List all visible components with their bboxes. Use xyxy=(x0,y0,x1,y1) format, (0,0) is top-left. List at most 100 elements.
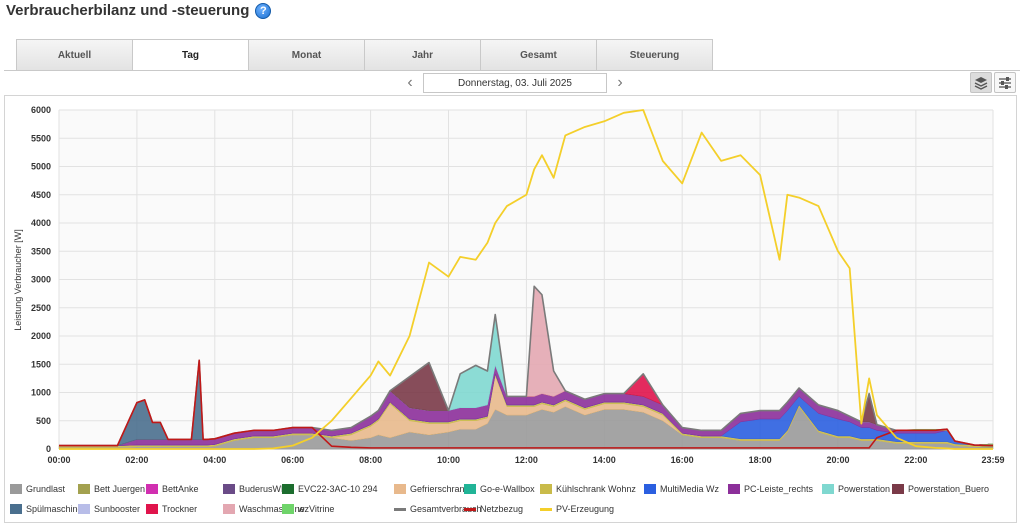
legend-item-go-e-wallbox[interactable]: Go-e-Wallbox xyxy=(464,484,535,494)
legend-swatch xyxy=(644,484,656,494)
tab-gesamt[interactable]: Gesamt xyxy=(480,39,597,70)
tab-jahr[interactable]: Jahr xyxy=(364,39,481,70)
legend-label: Gefrierschrank xyxy=(410,484,470,494)
legend-item-bett-juergen[interactable]: Bett Juergen xyxy=(78,484,145,494)
tab-bar: Aktuell Tag Monat Jahr Gesamt Steuerung xyxy=(16,39,713,71)
x-tick-label: 10:00 xyxy=(437,455,460,465)
legend-item-gesamtverbrauch[interactable]: Gesamtverbrauch xyxy=(394,504,482,514)
y-tick-label: 500 xyxy=(36,416,51,426)
legend-item-trockner[interactable]: Trockner xyxy=(146,504,197,514)
legend-item-buderuswp[interactable]: BuderusWP xyxy=(223,484,287,494)
legend-label: EVC22-3AC-10 294 xyxy=(298,484,378,494)
legend-label: Netzbezug xyxy=(480,504,524,514)
y-tick-label: 5000 xyxy=(31,162,51,172)
line-pv-erzeugung xyxy=(59,109,993,450)
y-axis-ticks: 0 500 1000 1500 2000 2500 3000 3500 4000 4500 5000… xyxy=(31,105,51,454)
legend-swatch xyxy=(10,484,22,494)
legend-item-wzvitrine[interactable]: wzVitrine xyxy=(282,504,334,514)
legend-swatch xyxy=(464,507,476,511)
legend-swatch xyxy=(78,484,90,494)
legend-swatch xyxy=(78,504,90,514)
x-tick-label: 02:00 xyxy=(125,455,148,465)
legend-swatch xyxy=(394,507,406,511)
legend-item-pc-leiste-rechts[interactable]: PC-Leiste_rechts xyxy=(728,484,813,494)
series-lines xyxy=(59,109,994,450)
legend-item-pv-erzeugung[interactable]: PV-Erzeugung xyxy=(540,504,614,514)
y-tick-label: 4000 xyxy=(31,218,51,228)
legend-swatch xyxy=(822,484,834,494)
legend-item-sunbooster[interactable]: Sunbooster xyxy=(78,504,140,514)
legend-item-waschmaschine[interactable]: Waschmaschine xyxy=(223,504,305,514)
y-tick-label: 1500 xyxy=(31,359,51,369)
y-tick-label: 5500 xyxy=(31,133,51,143)
legend-item-evc22-3ac-10-294[interactable]: EVC22-3AC-10 294 xyxy=(282,484,378,494)
y-tick-label: 0 xyxy=(46,444,51,454)
legend-item-powerstation[interactable]: Powerstation xyxy=(822,484,890,494)
x-tick-label: 23:59 xyxy=(981,455,1004,465)
legend-item-gefrierschrank[interactable]: Gefrierschrank xyxy=(394,484,469,494)
legend-swatch xyxy=(10,504,22,514)
legend-item-multimedia-wz[interactable]: MultiMedia Wz xyxy=(644,484,719,494)
help-icon[interactable]: ? xyxy=(255,2,272,19)
y-tick-label: 2500 xyxy=(31,303,51,313)
legend-swatch xyxy=(464,484,476,494)
legend-swatch xyxy=(146,504,158,514)
y-tick-label: 2000 xyxy=(31,331,51,341)
legend-label: Sunbooster xyxy=(94,504,141,514)
x-tick-label: 08:00 xyxy=(359,455,382,465)
x-tick-label: 14:00 xyxy=(593,455,616,465)
legend-swatch xyxy=(223,484,235,494)
consumption-chart: 0 500 1000 1500 2000 2500 3000 3500 4000 4500 5000… xyxy=(13,105,1005,465)
legend-label: PC-Leiste_rechts xyxy=(744,484,814,494)
tab-steuerung[interactable]: Steuerung xyxy=(596,39,713,70)
tab-aktuell[interactable]: Aktuell xyxy=(16,39,133,70)
legend-label: Powerstation_Buero xyxy=(908,484,990,494)
x-tick-label: 20:00 xyxy=(826,455,849,465)
x-tick-label: 12:00 xyxy=(515,455,538,465)
legend-item-netzbezug[interactable]: Netzbezug xyxy=(464,504,523,514)
chart-frame xyxy=(4,95,1017,523)
prev-day-icon[interactable]: ‹ xyxy=(407,74,413,91)
legend-swatch xyxy=(146,484,158,494)
legend-swatch xyxy=(282,504,294,514)
legend-swatch xyxy=(223,504,235,514)
legend-label: Grundlast xyxy=(26,484,66,494)
legend-item-grundlast[interactable]: Grundlast xyxy=(10,484,65,494)
settings-view-button[interactable] xyxy=(994,72,1016,93)
y-tick-label: 3000 xyxy=(31,275,51,285)
x-tick-label: 00:00 xyxy=(47,455,70,465)
legend-label: Trockner xyxy=(162,504,198,514)
legend-label: Powerstation xyxy=(838,484,891,494)
line-netzbezug xyxy=(59,359,994,449)
legend-swatch xyxy=(540,484,552,494)
legend-label: Go-e-Wallbox xyxy=(480,484,535,494)
y-tick-label: 3500 xyxy=(31,246,51,256)
y-tick-label: 4500 xyxy=(31,190,51,200)
legend-swatch xyxy=(394,484,406,494)
next-day-icon[interactable]: › xyxy=(617,74,623,91)
x-tick-label: 16:00 xyxy=(671,455,694,465)
date-field[interactable]: Donnerstag, 03. Juli 2025 xyxy=(423,73,607,93)
legend-swatch xyxy=(282,484,294,494)
legend-item-k-hlschrank-wohnz[interactable]: Kühlschrank Wohnz xyxy=(540,484,636,494)
tab-monat[interactable]: Monat xyxy=(248,39,365,70)
stacked-view-button[interactable] xyxy=(970,72,992,93)
x-tick-label: 04:00 xyxy=(203,455,226,465)
legend-label: MultiMedia Wz xyxy=(660,484,720,494)
page-title-text: Verbraucherbilanz und -steuerung xyxy=(6,2,250,19)
legend-label: wzVitrine xyxy=(298,504,335,514)
legend-swatch xyxy=(540,507,552,511)
y-tick-label: 1000 xyxy=(31,388,51,398)
legend-item-powerstation-buero[interactable]: Powerstation_Buero xyxy=(892,484,989,494)
x-axis-ticks: 00:00 02:00 04:00 06:00 08:00 10:00 12:00 14:00… xyxy=(47,455,1004,465)
legend-item-sp-lmaschine[interactable]: Spülmaschine xyxy=(10,504,83,514)
stacked-layers-icon xyxy=(974,76,988,90)
legend-label: Kühlschrank Wohnz xyxy=(556,484,636,494)
legend-item-bettanke[interactable]: BettAnke xyxy=(146,484,199,494)
y-tick-label: 6000 xyxy=(31,105,51,115)
x-tick-label: 18:00 xyxy=(749,455,772,465)
x-tick-label: 06:00 xyxy=(281,455,304,465)
tab-tag[interactable]: Tag xyxy=(132,39,249,71)
legend-label: BuderusWP xyxy=(239,484,288,494)
legend-swatch xyxy=(892,484,904,494)
